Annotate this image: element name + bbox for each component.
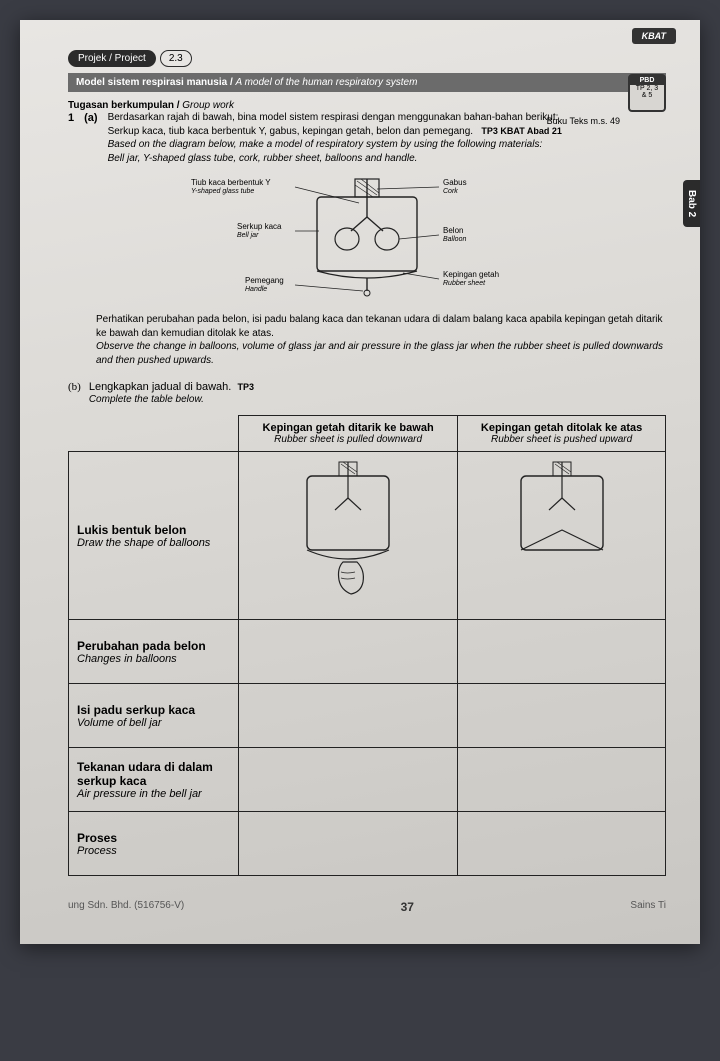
row-volume: Isi padu serkup kaca Volume of bell jar — [69, 684, 666, 748]
r5-c1[interactable] — [239, 812, 458, 876]
r5-head: Proses Process — [69, 812, 239, 876]
row-draw: Lukis bentuk belon Draw the shape of bal… — [69, 452, 666, 620]
r1-head: Lukis bentuk belon Draw the shape of bal… — [69, 452, 239, 620]
title-en: A model of the human respiratory system — [236, 77, 418, 88]
r4-head: Tekanan udara di dalam serkup kaca Air p… — [69, 748, 239, 812]
q-num: 1 — [68, 111, 74, 165]
qb-label: (b) — [68, 381, 81, 405]
lbl-cork-ms: Gabus — [443, 178, 467, 187]
question-b: (b) Lengkapkan jadual di bawah. TP3 Comp… — [68, 381, 666, 405]
r1-c1 — [239, 452, 458, 620]
q1-l2: Serkup kaca, tiub kaca berbentuk Y, gabu… — [108, 125, 562, 139]
jar-push-up-icon — [497, 458, 627, 608]
group-en: Group work — [182, 100, 234, 111]
tp-tags: TP3 KBAT Abad 21 — [481, 126, 562, 136]
r3-c1[interactable] — [239, 684, 458, 748]
project-pill: Projek / Project — [68, 50, 156, 67]
footer-right: Sains Ti — [630, 900, 666, 914]
r4-c1[interactable] — [239, 748, 458, 812]
lbl-ytube-en: Y-shaped glass tube — [191, 188, 254, 195]
table-header-row: Kepingan getah ditarik ke bawah Rubber s… — [69, 416, 666, 452]
observe-para: Perhatikan perubahan pada belon, isi pad… — [96, 313, 666, 367]
lbl-handle-en: Handle — [245, 286, 267, 293]
lbl-rubber-en: Rubber sheet — [443, 280, 486, 287]
title-bar: Model sistem respirasi manusia / A model… — [68, 73, 666, 92]
page-footer: ung Sdn. Bhd. (516756-V) 37 Sains Ti — [68, 900, 666, 914]
lbl-ytube-ms: Tiub kaca berbentuk Y — [191, 178, 271, 187]
pbd-box: PBD TP 2, 3 & 5 — [628, 74, 666, 112]
lbl-handle-ms: Pemegang — [245, 276, 284, 285]
project-badge: Projek / Project 2.3 — [68, 50, 192, 67]
pbd-line1: TP 2, 3 — [630, 85, 664, 92]
qb-tp: TP3 — [237, 382, 254, 392]
th-col2: Kepingan getah ditolak ke atas Rubber sh… — [458, 416, 666, 452]
observation-table: Kepingan getah ditarik ke bawah Rubber s… — [68, 415, 666, 876]
apparatus-diagram: Tiub kaca berbentuk Y Y-shaped glass tub… — [68, 173, 666, 303]
lbl-balloon-en: Balloon — [443, 236, 466, 243]
pbd-line2: & 5 — [630, 92, 664, 99]
q1-l4: Bell jar, Y-shaped glass tube, cork, rub… — [108, 152, 562, 166]
chapter-side-tab: Bab 2 — [683, 180, 700, 227]
worksheet-page: KBAT Projek / Project 2.3 Model sistem r… — [20, 20, 700, 944]
lbl-bell-ms: Serkup kaca — [237, 222, 282, 231]
lbl-cork-en: Cork — [443, 188, 458, 195]
group-ms: Tugasan berkumpulan / — [68, 100, 180, 111]
th-blank — [69, 416, 239, 452]
q1-l3: Based on the diagram below, make a model… — [108, 138, 562, 152]
qb-en: Complete the table below. — [89, 394, 204, 405]
r2-c1[interactable] — [239, 620, 458, 684]
r2-c2[interactable] — [458, 620, 666, 684]
textbook-ref: Buku Teks m.s. 49 — [547, 116, 620, 126]
r4-c2[interactable] — [458, 748, 666, 812]
qb-ms: Lengkapkan jadual di bawah. — [89, 381, 232, 393]
row-pressure: Tekanan udara di dalam serkup kaca Air p… — [69, 748, 666, 812]
project-number: 2.3 — [160, 50, 192, 67]
row-process: Proses Process — [69, 812, 666, 876]
qb-body: Lengkapkan jadual di bawah. TP3 Complete… — [89, 381, 254, 405]
th-col1: Kepingan getah ditarik ke bawah Rubber s… — [239, 416, 458, 452]
group-work-label: Tugasan berkumpulan / Group work — [68, 100, 666, 111]
lbl-rubber-ms: Kepingan getah — [443, 270, 499, 279]
title-ms: Model sistem respirasi manusia / — [76, 77, 233, 88]
lbl-bell-en: Bell jar — [237, 232, 259, 239]
page-number: 37 — [401, 900, 414, 914]
row-changes: Perubahan pada belon Changes in balloons — [69, 620, 666, 684]
r2-head: Perubahan pada belon Changes in balloons — [69, 620, 239, 684]
footer-left: ung Sdn. Bhd. (516756-V) — [68, 900, 184, 914]
para-ms: Perhatikan perubahan pada belon, isi pad… — [96, 313, 666, 340]
lbl-balloon-ms: Belon — [443, 226, 463, 235]
r5-c2[interactable] — [458, 812, 666, 876]
r1-c2 — [458, 452, 666, 620]
jar-pull-down-icon — [283, 458, 413, 608]
q1-l1: Berdasarkan rajah di bawah, bina model s… — [108, 111, 562, 125]
r3-c2[interactable] — [458, 684, 666, 748]
r3-head: Isi padu serkup kaca Volume of bell jar — [69, 684, 239, 748]
para-en: Observe the change in balloons, volume o… — [96, 340, 666, 367]
pbd-header: PBD — [630, 76, 664, 85]
q-a: (a) — [84, 111, 97, 165]
kbat-tag: KBAT — [632, 28, 676, 44]
q1a-body: Berdasarkan rajah di bawah, bina model s… — [108, 111, 562, 165]
